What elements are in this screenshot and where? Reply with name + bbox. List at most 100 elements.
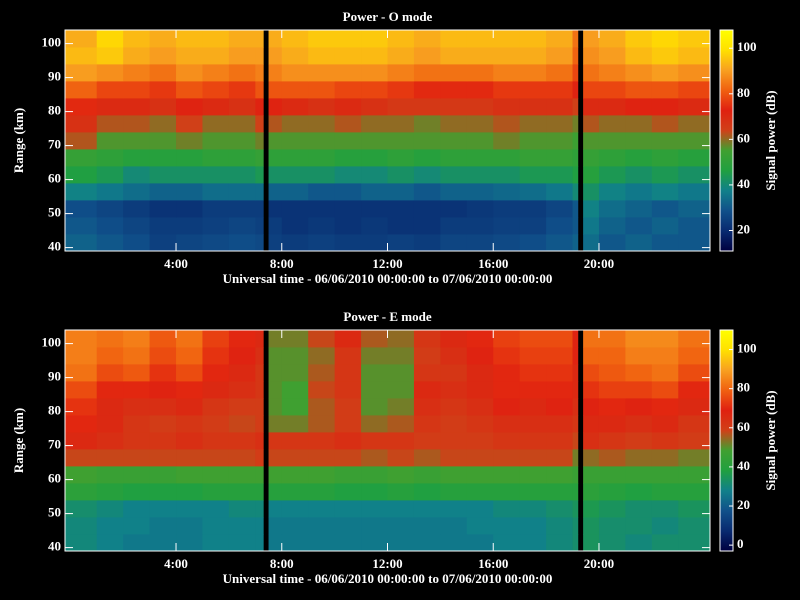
heatmap-cell — [598, 115, 626, 133]
heatmap-cell — [583, 64, 600, 82]
heatmap-cell — [583, 330, 600, 348]
heatmap-cell — [255, 483, 264, 501]
heatmap-cell — [546, 30, 573, 48]
heatmap-cell — [149, 149, 177, 167]
heatmap-cell — [413, 364, 441, 382]
heatmap-cell — [440, 166, 468, 184]
heatmap-cell — [176, 415, 203, 433]
x-tick-label: 20:00 — [584, 556, 614, 571]
heatmap-cell — [149, 483, 177, 501]
heatmap-cell — [255, 330, 264, 348]
heatmap-cell — [519, 483, 547, 501]
heatmap-cell — [519, 330, 547, 348]
heatmap-cell — [625, 517, 653, 535]
heatmap-cell — [361, 115, 388, 133]
heatmap-cell — [651, 381, 679, 399]
heatmap-cell — [281, 415, 309, 433]
heatmap-cell — [519, 381, 547, 399]
heatmap-cell — [255, 466, 264, 484]
heatmap-cell — [268, 234, 283, 252]
heatmap-cell — [572, 517, 579, 535]
heatmap-cell — [361, 364, 388, 382]
y-tick-label: 100 — [42, 335, 62, 350]
heatmap-cell — [149, 47, 177, 65]
heatmap-cell — [228, 330, 256, 348]
heatmap-cell — [678, 466, 711, 484]
heatmap-cell — [65, 449, 98, 467]
heatmap-cell — [440, 30, 468, 48]
heatmap-cell — [519, 364, 547, 382]
heatmap-cell — [334, 115, 362, 133]
heatmap-cell — [519, 466, 547, 484]
heatmap-cell — [202, 483, 230, 501]
heatmap-cell — [149, 500, 177, 518]
heatmap-cell — [493, 330, 521, 348]
heatmap-cell — [625, 115, 653, 133]
heatmap-cell — [334, 149, 362, 167]
heatmap-cell — [334, 330, 362, 348]
heatmap-cell — [678, 398, 711, 416]
heatmap-cell — [440, 364, 468, 382]
heatmap-cell — [255, 217, 264, 235]
heatmap-cell — [678, 183, 711, 201]
heatmap-cell — [149, 449, 177, 467]
heatmap-cell — [361, 81, 388, 99]
heatmap-cell — [361, 398, 388, 416]
heatmap-cell — [598, 98, 626, 116]
heatmap-cell — [572, 449, 579, 467]
heatmap-cell — [202, 132, 230, 150]
heatmap-cell — [583, 347, 600, 365]
heatmap-cell — [149, 415, 177, 433]
heatmap-cell — [583, 534, 600, 552]
heatmap-cell — [387, 330, 415, 348]
heatmap-cell — [123, 47, 150, 65]
heatmap-cell — [281, 534, 309, 552]
heatmap-cell — [96, 217, 124, 235]
heatmap-cell — [678, 415, 711, 433]
heatmap-cell — [625, 381, 653, 399]
heatmap-cell — [440, 466, 468, 484]
heatmap-cell — [440, 534, 468, 552]
heatmap-cell — [546, 517, 573, 535]
heatmap-cell — [202, 98, 230, 116]
heatmap-cell — [519, 166, 547, 184]
heatmap-cell — [308, 98, 336, 116]
heatmap-cell — [268, 381, 283, 399]
heatmap-cell — [678, 200, 711, 218]
heatmap-cell — [466, 183, 494, 201]
heatmap-cell — [268, 98, 283, 116]
heatmap-cell — [334, 200, 362, 218]
colorbar-tick-label: 60 — [737, 419, 750, 434]
heatmap-cell — [413, 347, 441, 365]
heatmap-cell — [334, 81, 362, 99]
heatmap-cell — [176, 500, 203, 518]
heatmap-cell — [651, 217, 679, 235]
heatmap-cell — [466, 347, 494, 365]
heatmap-cell — [361, 47, 388, 65]
heatmap-cell — [176, 98, 203, 116]
heatmap-cell — [361, 415, 388, 433]
heatmap-cell — [123, 149, 150, 167]
heatmap-cell — [361, 183, 388, 201]
heatmap-cell — [228, 466, 256, 484]
heatmap-cell — [228, 234, 256, 252]
y-axis-label: Range (km) — [11, 408, 26, 473]
heatmap-cell — [228, 415, 256, 433]
x-tick-label: 12:00 — [372, 556, 402, 571]
heatmap-cell — [519, 449, 547, 467]
heatmap-cell — [228, 115, 256, 133]
heatmap-cell — [202, 381, 230, 399]
heatmap-cell — [440, 64, 468, 82]
heatmap-cell — [123, 132, 150, 150]
heatmap-cell — [308, 64, 336, 82]
heatmap-cell — [281, 47, 309, 65]
colorbar-tick-label: 40 — [737, 176, 750, 191]
heatmap-cell — [519, 149, 547, 167]
heatmap-cell — [546, 381, 573, 399]
heatmap-cell — [123, 64, 150, 82]
heatmap-cell — [65, 432, 98, 450]
heatmap-cell — [361, 149, 388, 167]
heatmap-cell — [651, 500, 679, 518]
heatmap-cell — [546, 500, 573, 518]
heatmap-cell — [651, 398, 679, 416]
